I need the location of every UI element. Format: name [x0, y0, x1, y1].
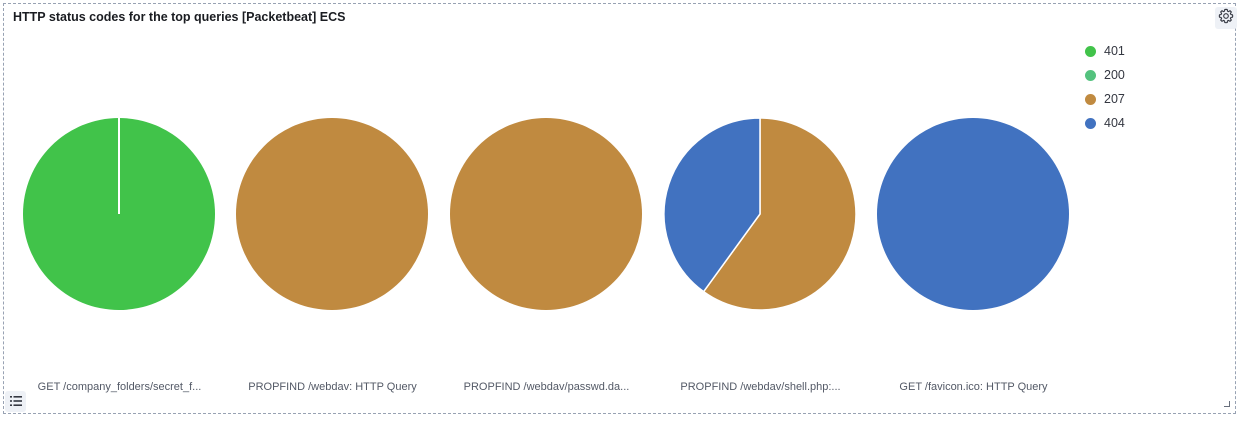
- pie-slice-207[interactable]: [450, 118, 642, 310]
- pie-label-5: GET /favicon.ico: HTTP Query: [899, 381, 1048, 393]
- legend-swatch-200: [1085, 69, 1096, 81]
- legend-item-401[interactable]: 401: [1085, 39, 1125, 63]
- legend-swatch-404: [1085, 117, 1096, 129]
- legend-item-404[interactable]: 404: [1085, 111, 1125, 135]
- pie-slice-207[interactable]: [702, 117, 857, 311]
- pie-4: [663, 117, 857, 311]
- legend-label-207: 207: [1104, 92, 1125, 106]
- legend-item-207[interactable]: 207: [1085, 87, 1125, 111]
- legend-label-200: 200: [1104, 68, 1125, 82]
- resize-corner-icon[interactable]: [1224, 401, 1230, 407]
- legend-swatch-401: [1085, 45, 1096, 57]
- pie-5: [877, 118, 1069, 310]
- pie-slice-404[interactable]: [877, 118, 1069, 310]
- pie-label-4: PROPFIND /webdav/shell.php:...: [680, 381, 841, 393]
- list-icon: [9, 393, 22, 411]
- chart-legend: 401 200 207 404: [1085, 39, 1125, 135]
- legend-toggle-button[interactable]: [5, 391, 26, 412]
- legend-label-404: 404: [1104, 116, 1125, 130]
- pie-3: [450, 118, 642, 310]
- pie-2: [236, 118, 428, 310]
- panel-options-button[interactable]: [1215, 7, 1237, 29]
- pie-1: [23, 118, 215, 310]
- pie-label-2: PROPFIND /webdav: HTTP Query: [248, 381, 417, 393]
- legend-item-200[interactable]: 200: [1085, 63, 1125, 87]
- legend-swatch-207: [1085, 93, 1096, 105]
- legend-label-401: 401: [1104, 44, 1125, 58]
- pie-slice-207[interactable]: [236, 118, 428, 310]
- pie-label-1: GET /company_folders/secret_f...: [37, 381, 202, 393]
- pie-slice-404[interactable]: [663, 117, 761, 293]
- gear-icon: [1218, 8, 1234, 29]
- panel-title: HTTP status codes for the top queries [P…: [13, 10, 346, 24]
- pie-label-3: PROPFIND /webdav/passwd.da...: [463, 381, 630, 393]
